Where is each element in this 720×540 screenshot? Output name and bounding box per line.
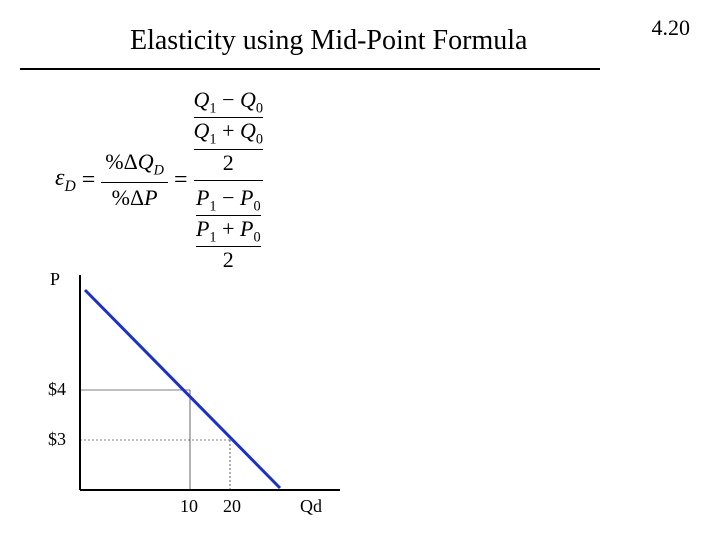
formula: εD = %ΔQD %ΔP = Q1 − Q0 Q1 + Q0 2 [55,90,395,270]
xtick-10: 10 [180,496,198,516]
frac-pct: %ΔQD %ΔP [101,147,168,212]
equals-2: = [174,167,188,194]
y-axis-label: P [50,269,60,289]
equals-1: = [82,167,96,194]
title-underline [20,68,600,70]
ytick-3: $3 [48,429,66,449]
frac-midpoint: Q1 − Q0 Q1 + Q0 2 P1 − P0 P1 + P0 [194,87,264,274]
slide-title: Elasticity using Mid-Point Formula [130,25,527,57]
x-axis-label: Qd [300,496,322,516]
page-number: 4.20 [652,15,691,41]
xtick-20: 20 [223,496,241,516]
epsilon: εD [55,165,76,196]
ytick-4: $4 [48,379,66,399]
demand-line [85,290,280,488]
chart-svg: P $4 $3 10 20 Qd [40,270,360,530]
demand-chart: P $4 $3 10 20 Qd [40,270,360,520]
